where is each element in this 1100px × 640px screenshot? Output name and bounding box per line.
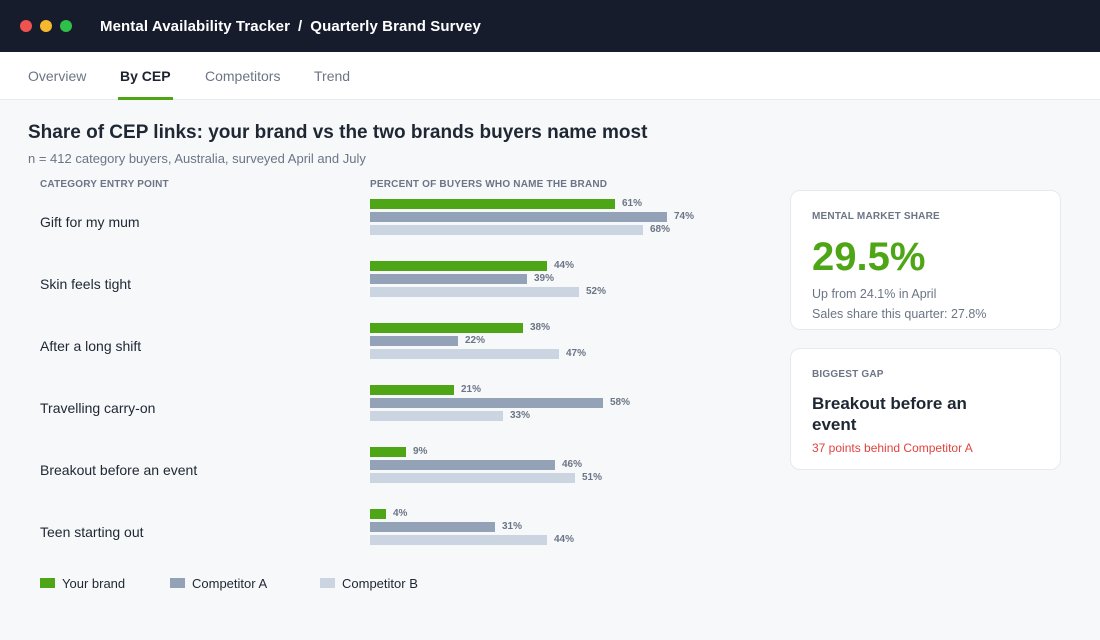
bar-competitor-a-gift-for-my-mum <box>370 212 667 222</box>
window-title: Mental Availability Tracker / Quarterly Br… <box>100 18 481 35</box>
minimize-window-button[interactable] <box>40 20 52 32</box>
tab-bar: Overview By CEP Competitors Trend <box>0 52 1100 100</box>
bar-your-brand-gift-for-my-mum <box>370 199 615 209</box>
data-label-competitor-b-travelling-carry-on: 33% <box>510 410 531 421</box>
window-controls <box>20 20 80 32</box>
bar-competitor-b-skin-feels-tight <box>370 287 579 297</box>
tab-trend[interactable]: Trend <box>314 68 351 84</box>
maximize-window-button[interactable] <box>60 20 72 32</box>
bar-competitor-b-gift-for-my-mum <box>370 225 643 235</box>
data-label-competitor-a-skin-feels-tight: 39% <box>534 273 555 284</box>
bar-your-brand-skin-feels-tight <box>370 261 547 271</box>
data-label-competitor-b-gift-for-my-mum: 68% <box>650 224 671 235</box>
data-label-competitor-a-teen-starting-out: 31% <box>502 521 523 532</box>
sales-share-note: Sales share this quarter: 27.8% <box>812 307 987 321</box>
bar-competitor-a-skin-feels-tight <box>370 274 527 284</box>
data-label-competitor-a-breakout-before-an-event: 46% <box>562 459 583 470</box>
card-label: BIGGEST GAP <box>812 369 884 380</box>
title-separator: / <box>298 17 303 35</box>
data-label-competitor-b-after-a-long-shift: 47% <box>566 348 587 359</box>
bar-competitor-a-after-a-long-shift <box>370 336 458 346</box>
page-subtitle: n = 412 category buyers, Australia, surv… <box>28 151 366 166</box>
page-title: Share of CEP links: your brand vs the tw… <box>28 122 648 143</box>
legend-swatch-competitor-a <box>170 578 185 588</box>
legend-item-competitor-b: Competitor B <box>320 575 418 591</box>
tab-by-cep[interactable]: By CEP <box>118 52 173 100</box>
data-label-your-brand-skin-feels-tight: 44% <box>554 260 575 271</box>
biggest-gap-card: BIGGEST GAP Breakout before an event 37 … <box>790 348 1061 470</box>
legend-item-competitor-a: Competitor A <box>170 575 267 591</box>
bar-your-brand-teen-starting-out <box>370 509 386 519</box>
column-header-cep: CATEGORY ENTRY POINT <box>40 179 169 190</box>
page-name: Quarterly Brand Survey <box>310 17 481 35</box>
data-label-your-brand-after-a-long-shift: 38% <box>530 322 551 333</box>
data-label-competitor-b-breakout-before-an-event: 51% <box>582 472 603 483</box>
close-window-button[interactable] <box>20 20 32 32</box>
legend-label: Competitor B <box>342 575 418 591</box>
cep-label-travelling-carry-on: Travelling carry-on <box>40 400 156 416</box>
cep-label-gift-for-my-mum: Gift for my mum <box>40 214 140 230</box>
bar-competitor-b-after-a-long-shift <box>370 349 559 359</box>
data-label-your-brand-breakout-before-an-event: 9% <box>413 446 428 457</box>
data-label-competitor-b-teen-starting-out: 44% <box>554 534 575 545</box>
data-label-competitor-a-after-a-long-shift: 22% <box>465 335 486 346</box>
app-name: Mental Availability Tracker <box>100 17 291 35</box>
legend-swatch-competitor-b <box>320 578 335 588</box>
bar-competitor-a-breakout-before-an-event <box>370 460 555 470</box>
legend-item-your-brand: Your brand <box>40 575 125 591</box>
tab-overview[interactable]: Overview <box>28 68 87 84</box>
legend-label: Competitor A <box>192 575 268 591</box>
column-header-percent: PERCENT OF BUYERS WHO NAME THE BRAND <box>370 179 608 190</box>
mms-change-note: Up from 24.1% in April <box>812 287 937 301</box>
mental-market-share-value: 29.5% <box>812 235 926 279</box>
tab-competitors[interactable]: Competitors <box>205 68 281 84</box>
data-label-your-brand-teen-starting-out: 4% <box>393 508 408 519</box>
cep-label-breakout-before-an-event: Breakout before an event <box>40 462 198 478</box>
biggest-gap-note: 37 points behind Competitor A <box>812 441 973 455</box>
bar-your-brand-breakout-before-an-event <box>370 447 406 457</box>
bar-your-brand-travelling-carry-on <box>370 385 454 395</box>
bar-competitor-a-teen-starting-out <box>370 522 495 532</box>
cep-label-after-a-long-shift: After a long shift <box>40 338 142 354</box>
data-label-competitor-a-travelling-carry-on: 58% <box>610 397 631 408</box>
title-bar: Mental Availability Tracker / Quarterly Br… <box>0 0 1100 52</box>
data-label-your-brand-gift-for-my-mum: 61% <box>622 198 643 209</box>
biggest-gap-cep: Breakout before an event <box>812 394 967 434</box>
data-label-competitor-a-gift-for-my-mum: 74% <box>674 211 695 222</box>
data-label-your-brand-travelling-carry-on: 21% <box>461 384 482 395</box>
bar-competitor-b-teen-starting-out <box>370 535 547 545</box>
bar-competitor-b-breakout-before-an-event <box>370 473 575 483</box>
bar-your-brand-after-a-long-shift <box>370 323 523 333</box>
legend-swatch-your-brand <box>40 578 55 588</box>
cep-label-skin-feels-tight: Skin feels tight <box>40 276 132 292</box>
bar-competitor-a-travelling-carry-on <box>370 398 603 408</box>
bar-competitor-b-travelling-carry-on <box>370 411 503 421</box>
data-label-competitor-b-skin-feels-tight: 52% <box>586 286 607 297</box>
mental-market-share-card: MENTAL MARKET SHARE 29.5% Up from 24.1% … <box>790 190 1061 330</box>
cep-label-teen-starting-out: Teen starting out <box>40 524 144 540</box>
legend-label: Your brand <box>62 575 126 591</box>
card-label: MENTAL MARKET SHARE <box>812 211 940 222</box>
